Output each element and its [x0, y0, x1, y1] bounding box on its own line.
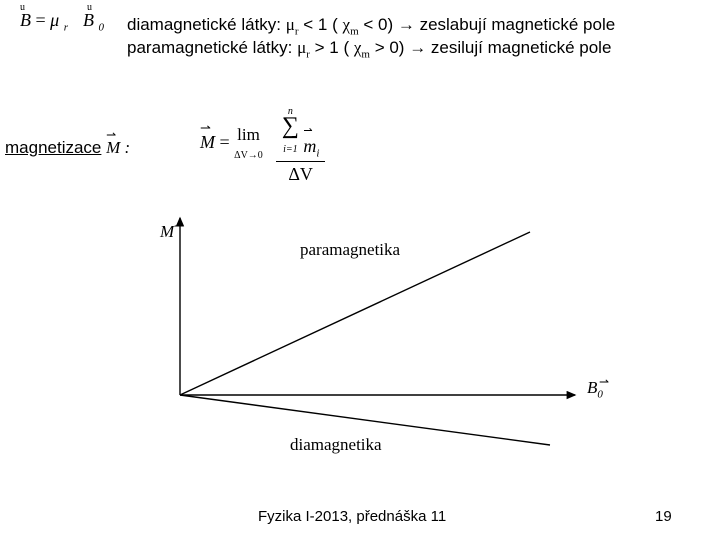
- y-axis-label: M ⇀: [160, 222, 174, 242]
- x-axis-arrow-icon: ⇀: [599, 375, 609, 390]
- footer-text: Fyzika I-2013, přednáška 11: [258, 508, 446, 525]
- x-axis-B0: 0: [597, 388, 603, 400]
- page-number: 19: [655, 508, 672, 525]
- dia-line-label: diamagnetika: [290, 435, 382, 455]
- para-line-label: paramagnetika: [300, 240, 400, 260]
- magnetization-chart: [0, 0, 720, 540]
- y-axis-M: M: [160, 222, 174, 241]
- y-axis-arrow-icon: ⇀: [174, 219, 184, 234]
- x-axis-B: B: [587, 378, 597, 397]
- x-axis-label: ⇀ B0: [587, 378, 603, 400]
